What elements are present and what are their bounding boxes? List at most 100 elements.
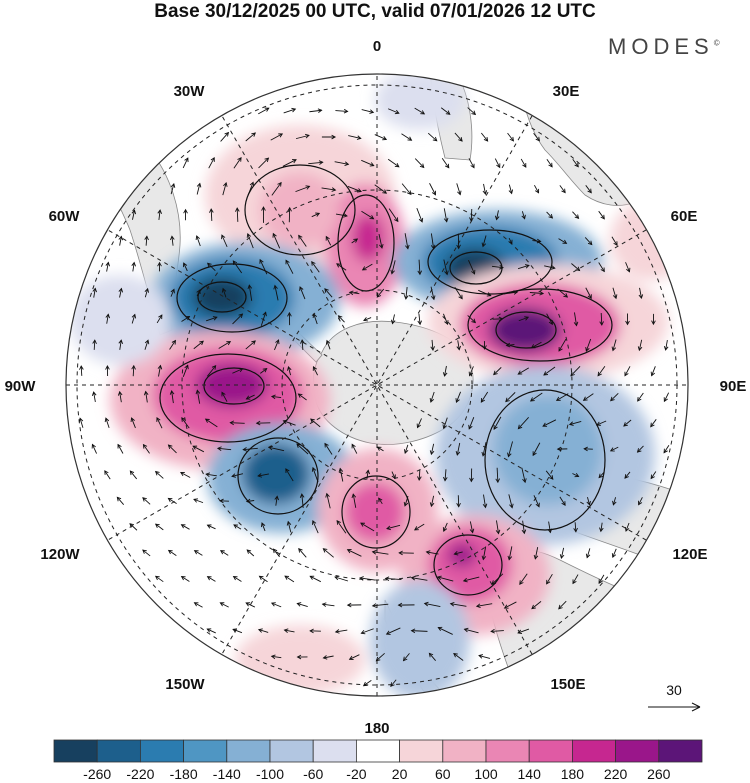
wind-vector-head	[493, 370, 498, 376]
wind-vector	[374, 184, 387, 194]
wind-vector	[507, 132, 514, 142]
wind-vector-head	[626, 267, 631, 273]
wind-vector	[192, 445, 205, 453]
wind-vector-head	[462, 577, 468, 583]
wind-vector-head	[535, 502, 540, 508]
wind-vector-head	[192, 445, 198, 450]
wind-vector	[531, 341, 542, 349]
colorbar-swatch	[226, 739, 271, 763]
wind-vector-head	[458, 294, 463, 300]
wind-vector	[260, 368, 267, 374]
wind-vector-head	[270, 602, 276, 607]
wind-vector-head	[363, 317, 368, 322]
wind-vector	[543, 366, 556, 376]
wind-vector	[207, 524, 216, 530]
wind-vector	[414, 158, 425, 168]
meridian-60e-120w	[93, 221, 661, 549]
wind-vector	[639, 287, 642, 299]
wind-vector-head	[322, 655, 328, 660]
wind-vector-head	[482, 503, 488, 509]
brand-mark: ©	[713, 38, 720, 48]
wind-vector	[411, 630, 428, 632]
wind-vector	[496, 210, 499, 220]
wind-vector-head	[105, 313, 111, 319]
wind-vector	[271, 396, 282, 398]
reference-vector-value: 30	[666, 682, 682, 698]
wind-vector-head	[469, 477, 474, 483]
wind-vector-head	[357, 188, 362, 193]
wind-vector	[424, 602, 441, 608]
wind-vector-head	[402, 656, 408, 662]
wind-vector-head	[513, 290, 519, 295]
wind-vector-head	[170, 288, 175, 294]
wind-vector	[416, 207, 423, 223]
wind-vector	[145, 236, 148, 246]
wind-vector	[106, 262, 109, 272]
wind-vector	[245, 340, 256, 350]
wind-vector-head	[206, 628, 212, 633]
wind-vector-head	[539, 290, 545, 296]
wind-vector	[181, 576, 190, 582]
wind-vector	[482, 235, 487, 247]
wind-vector	[417, 418, 422, 428]
wind-vector	[311, 261, 320, 273]
wind-vector-head	[375, 656, 381, 662]
wind-vector-head	[216, 446, 222, 451]
wind-vector-head	[561, 501, 566, 506]
wind-vector	[548, 521, 551, 533]
wind-vector-head	[491, 580, 497, 585]
wind-vector-head	[273, 284, 278, 290]
wind-vector-head	[636, 448, 642, 453]
wind-vector-head	[612, 500, 617, 506]
wind-vector-head	[613, 241, 618, 247]
wind-vector-head	[91, 443, 96, 449]
wind-vector-head	[382, 136, 388, 141]
wind-vector-head	[437, 626, 443, 632]
wind-vector	[272, 233, 281, 249]
wind-vector	[158, 365, 161, 377]
wind-vector-head	[482, 190, 488, 196]
wind-vector-head	[548, 162, 553, 168]
wind-vector	[245, 602, 256, 608]
wind-vector	[220, 602, 229, 608]
wind-vector-head	[180, 524, 186, 529]
wind-vector	[232, 628, 243, 634]
lon-label-0: 0	[373, 38, 381, 55]
wind-vector-head	[623, 422, 628, 427]
wind-vector-head	[398, 550, 403, 556]
wind-vector	[155, 575, 164, 583]
wind-vector-head	[663, 397, 668, 403]
wind-vector-head	[229, 420, 235, 426]
wind-vector-head	[205, 472, 211, 477]
wind-vector-head	[423, 601, 429, 607]
wind-vector	[494, 158, 501, 168]
wind-vector-head	[483, 137, 489, 142]
wind-vector	[193, 498, 204, 504]
wind-vector-head	[196, 289, 201, 295]
wind-vector	[168, 497, 177, 505]
wind-vector-head	[458, 137, 463, 142]
wind-vector	[496, 520, 499, 534]
wind-vector	[334, 576, 349, 582]
wind-vector-head	[204, 418, 210, 423]
wind-vector	[374, 134, 387, 140]
wind-vector-head	[522, 163, 527, 168]
wind-vector	[559, 185, 566, 193]
wind-vector	[587, 497, 590, 505]
wind-vector	[518, 316, 529, 322]
wind-vector-head	[442, 372, 448, 377]
wind-vector-head	[325, 492, 330, 498]
wind-vector	[391, 260, 396, 274]
wind-vector-head	[394, 217, 399, 223]
wind-vector	[194, 602, 203, 608]
wind-vector	[456, 442, 461, 456]
wind-vector	[233, 157, 242, 169]
wind-vector-head	[287, 311, 292, 317]
meridian-120e-60w	[93, 221, 661, 549]
colorbar-tick-label: -140	[213, 766, 241, 782]
wind-vector-head	[379, 243, 384, 249]
wind-vector	[443, 522, 448, 532]
anomaly-pos-0e-core	[352, 214, 384, 262]
wind-vector-head	[442, 476, 448, 482]
wind-vector	[572, 211, 579, 219]
